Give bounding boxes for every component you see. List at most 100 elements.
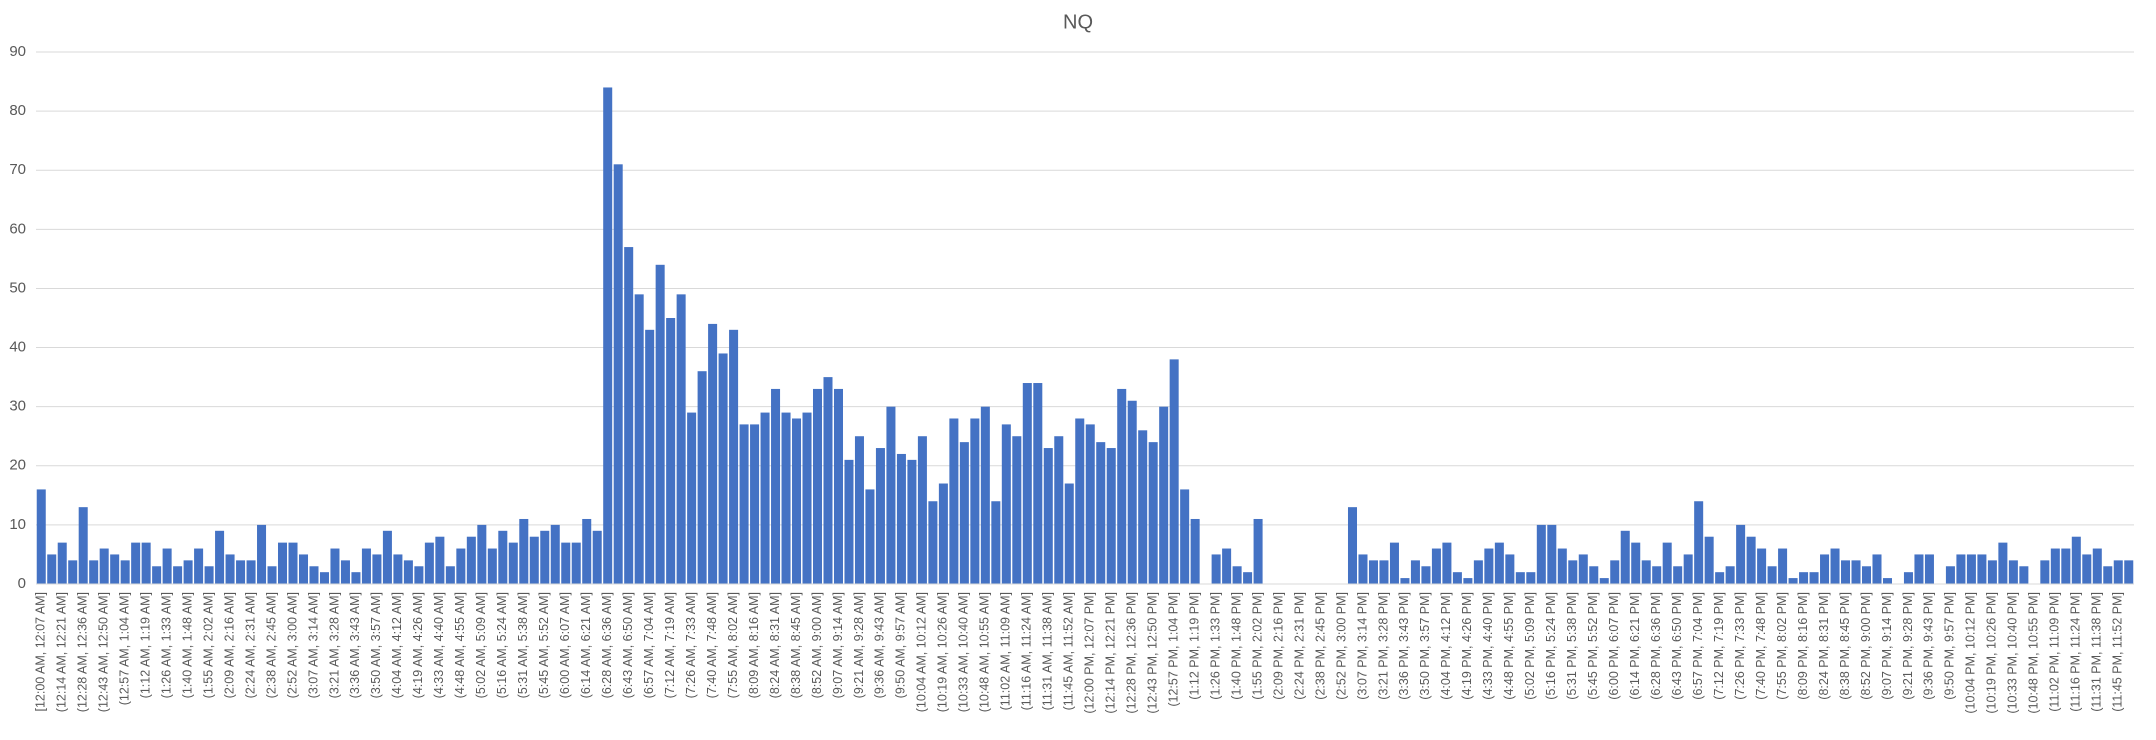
x-tick-label: (12:43 PM, 12:50 PM] [1145, 592, 1159, 714]
bar [393, 554, 403, 584]
x-tick-label: (5:45 PM, 5:52 PM] [1586, 592, 1600, 700]
x-tick-label: (7:55 PM, 8:02 PM] [1775, 592, 1789, 700]
x-tick-label: (6:57 AM, 7:04 AM] [642, 592, 656, 698]
y-tick-label: 20 [9, 457, 26, 474]
bar [2061, 548, 2071, 584]
bar [1463, 578, 1473, 584]
bar [1599, 578, 1609, 584]
x-tick-label: (12:43 AM, 12:50 AM] [96, 592, 110, 712]
x-tick-label: (1:26 PM, 1:33 PM] [1208, 592, 1222, 700]
bar [2071, 536, 2081, 584]
bar [78, 507, 88, 584]
x-tick-label: (1:26 AM, 1:33 AM] [159, 592, 173, 698]
bar [1347, 507, 1358, 584]
x-tick-label: (4:33 PM, 4:40 PM] [1481, 592, 1495, 700]
x-tick-label: (5:31 AM, 5:38 AM] [516, 592, 530, 698]
bar [1358, 554, 1368, 584]
x-tick-label: (10:48 PM, 10:55 PM] [2027, 592, 2041, 714]
bar [1180, 489, 1190, 584]
bar [624, 247, 634, 585]
x-tick-label: (8:24 PM, 8:31 PM] [1817, 592, 1831, 700]
bar [949, 418, 959, 584]
x-tick-label: (10:33 PM, 10:40 PM] [2006, 592, 2020, 714]
bar [1914, 554, 1924, 584]
x-tick-label: (6:43 PM, 6:50 PM] [1670, 592, 1684, 700]
bar [1505, 554, 1515, 584]
bar [340, 560, 350, 584]
bar [424, 542, 434, 584]
bar [1494, 542, 1504, 584]
bar [1012, 436, 1022, 584]
bar [1851, 560, 1861, 584]
bar [666, 318, 676, 584]
bar [613, 164, 623, 585]
x-tick-label: (6:43 AM, 6:50 AM] [621, 592, 635, 698]
bar [1652, 566, 1662, 584]
x-tick-label: (8:09 AM, 8:16 AM] [747, 592, 761, 698]
bar [1945, 566, 1955, 584]
bar [1809, 572, 1819, 584]
bar [47, 554, 57, 584]
bar [1956, 554, 1966, 584]
x-tick-label: (12:28 PM, 12:36 PM] [1125, 592, 1139, 714]
bar [886, 406, 896, 584]
bar [1568, 560, 1578, 584]
bar [1117, 388, 1127, 584]
bar [1841, 560, 1851, 584]
bar [435, 536, 445, 584]
bar [1767, 566, 1777, 584]
bar [571, 542, 581, 584]
bar [1830, 548, 1840, 584]
x-tick-label: (6:57 PM, 7:04 PM] [1691, 592, 1705, 700]
y-tick-label: 50 [9, 279, 26, 296]
bar [907, 459, 917, 584]
bar [1452, 572, 1462, 584]
bar [823, 377, 833, 584]
bar [2092, 548, 2102, 584]
bar [1064, 483, 1074, 584]
bar [1421, 566, 1431, 584]
bar [1085, 424, 1095, 584]
bar [1799, 572, 1809, 584]
x-tick-label: (7:12 PM, 7:19 PM] [1712, 592, 1726, 700]
x-tick-label: (1:12 PM, 1:19 PM] [1187, 592, 1201, 700]
x-tick-label: (8:24 AM, 8:31 AM] [768, 592, 782, 698]
bar [959, 442, 969, 584]
bar [372, 554, 382, 584]
x-tick-label: (8:52 AM, 9:00 AM] [810, 592, 824, 698]
bar [120, 560, 130, 584]
x-tick-label: [12:00 AM, 12:07 AM] [34, 592, 48, 712]
bar [1725, 566, 1735, 584]
bar [1431, 548, 1441, 584]
y-tick-label: 70 [9, 161, 26, 178]
bar [519, 518, 529, 584]
x-tick-label: (5:16 AM, 5:24 AM] [495, 592, 509, 698]
bar [1253, 518, 1263, 584]
x-tick-label: (8:52 PM, 9:00 PM] [1859, 592, 1873, 700]
x-tick-label: (11:45 AM, 11:52 AM] [1062, 592, 1076, 710]
x-tick-label: (4:48 PM, 4:55 PM] [1502, 592, 1516, 700]
bar [1589, 566, 1599, 584]
x-tick-label: (11:45 PM, 11:52 PM] [2111, 592, 2125, 712]
bar [382, 530, 392, 584]
bar [278, 542, 288, 584]
bar [750, 424, 760, 584]
bar [2113, 560, 2123, 584]
bar [1001, 424, 1011, 584]
x-tick-label: (4:19 PM, 4:26 PM] [1460, 592, 1474, 700]
bar [487, 548, 497, 584]
bar [980, 406, 990, 584]
x-tick-label: (12:57 PM, 1:04 PM] [1166, 592, 1180, 707]
bar [1966, 554, 1976, 584]
x-tick-label: (2:09 AM, 2:16 AM] [222, 592, 236, 698]
bar [1694, 501, 1704, 584]
bar [194, 548, 204, 584]
x-tick-label: (3:21 PM, 3:28 PM] [1376, 592, 1390, 700]
bar [802, 412, 812, 584]
x-tick-label: (1:40 PM, 1:48 PM] [1229, 592, 1243, 700]
bar [68, 560, 78, 584]
bar [603, 87, 613, 584]
x-tick-label: (5:02 PM, 5:09 PM] [1523, 592, 1537, 700]
x-tick-label: (12:14 AM, 12:21 AM] [55, 592, 69, 712]
x-tick-label: (3:50 AM, 3:57 AM] [369, 592, 383, 698]
